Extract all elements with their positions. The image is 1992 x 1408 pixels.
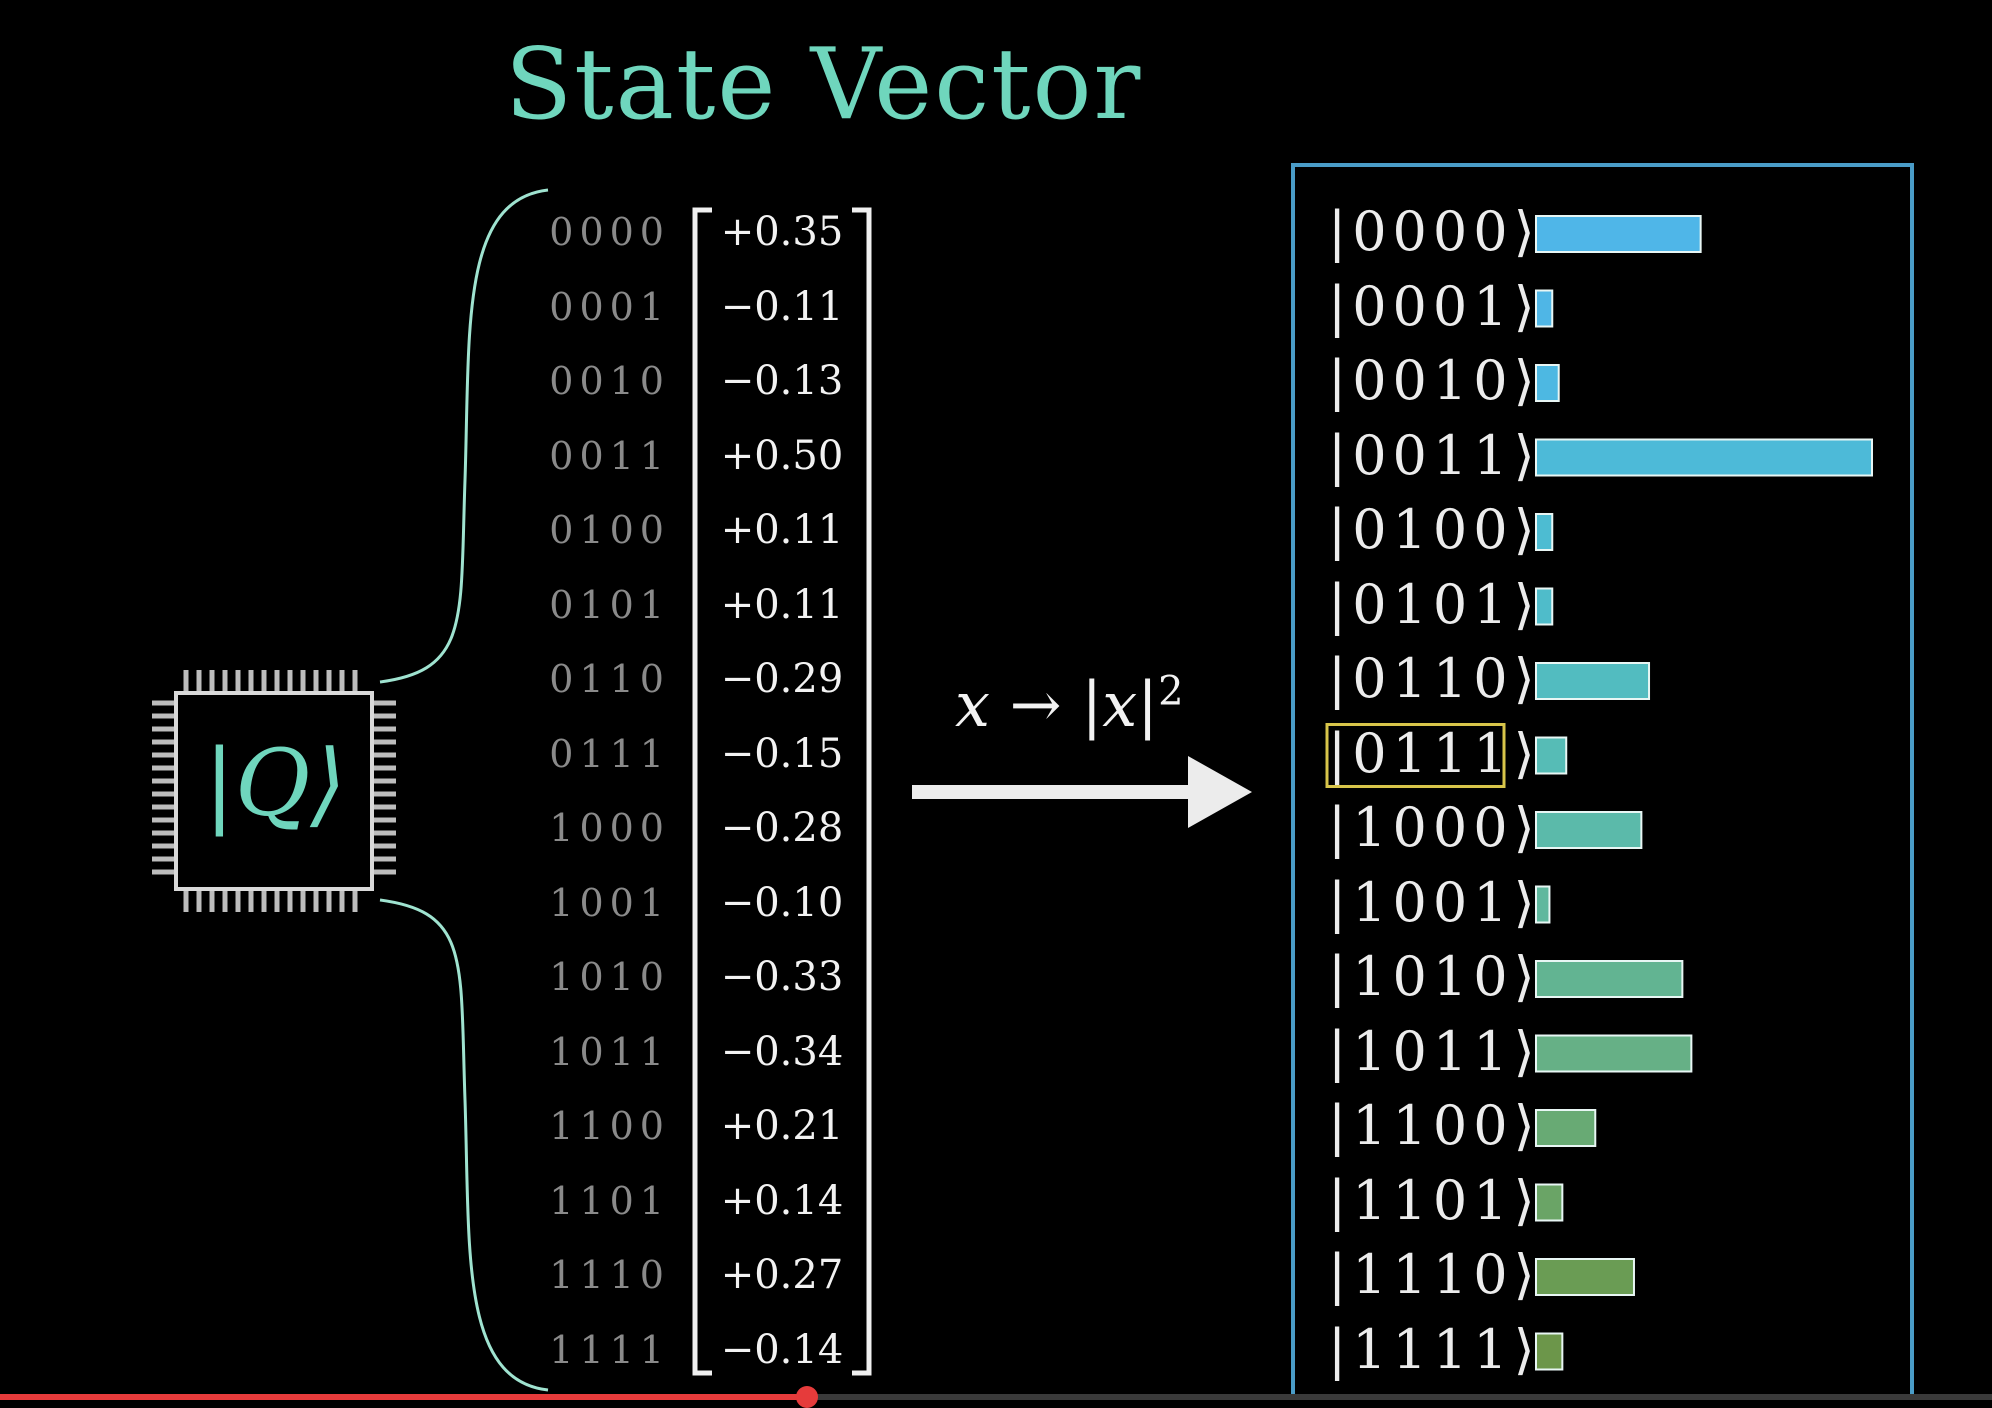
formula-exponent: 2	[1158, 668, 1184, 715]
basis-bits-label: 1011	[549, 1029, 670, 1074]
ket-label: |1100⟩	[1328, 1094, 1541, 1157]
ket-label: |1110⟩	[1328, 1243, 1541, 1306]
amplitude-value: −0.33	[720, 954, 844, 1000]
amplitude-value: −0.11	[720, 283, 844, 330]
probability-bar	[1535, 364, 1560, 402]
probability-bar	[1535, 1034, 1693, 1073]
probability-bar	[1535, 1332, 1564, 1371]
basis-bits-label: 0010	[549, 359, 670, 403]
probability-bar	[1535, 587, 1554, 626]
basis-bits-label: 0011	[549, 433, 670, 478]
ket-label: |0110⟩	[1328, 647, 1541, 710]
amplitude-value: −0.13	[720, 358, 844, 404]
basis-bits-label: 1010	[549, 955, 670, 999]
basis-bits-label: 0001	[549, 284, 670, 329]
amplitude-value: +0.14	[720, 1177, 844, 1224]
video-scrubber-handle[interactable]	[795, 1386, 818, 1408]
probability-bar	[1535, 662, 1651, 700]
amplitude-value: −0.29	[720, 656, 844, 702]
amplitude-value: +0.11	[720, 507, 844, 553]
basis-bits-label: 0000	[549, 210, 670, 254]
probability-bar	[1535, 438, 1873, 477]
probability-bar	[1535, 885, 1551, 924]
quantum-chip-icon	[152, 670, 396, 912]
ket-label: |0100⟩	[1328, 498, 1541, 561]
highlight-box	[1325, 723, 1506, 788]
basis-bits-label: 0110	[549, 657, 670, 701]
amplitude-value: −0.34	[720, 1028, 844, 1075]
basis-bits-label: 1111	[549, 1327, 670, 1372]
ket-label: |0000⟩	[1328, 200, 1541, 263]
formula-main: x → |x|	[955, 668, 1159, 741]
amplitude-value: −0.14	[720, 1326, 844, 1373]
amplitude-value: −0.28	[720, 805, 844, 851]
ket-label: |0011⟩	[1328, 423, 1541, 487]
ket-label: |1010⟩	[1328, 945, 1541, 1008]
basis-bits-label: 0100	[549, 508, 670, 552]
transform-formula: x → |x|2	[955, 668, 1184, 741]
basis-bits-label: 0111	[549, 731, 670, 776]
amplitude-value: −0.10	[720, 879, 844, 926]
amplitude-value: −0.15	[720, 730, 844, 777]
page-title: State Vector	[505, 28, 1143, 142]
video-progress-bar[interactable]	[0, 1386, 1992, 1408]
amplitude-value: +0.11	[720, 581, 844, 628]
video-progress-fill	[0, 1394, 807, 1400]
ket-label: |1011⟩	[1328, 1019, 1541, 1083]
basis-bits-label: 0101	[549, 582, 670, 627]
probability-bar	[1535, 960, 1684, 998]
probability-bar	[1535, 215, 1702, 253]
probability-bar	[1535, 513, 1554, 551]
probability-bar	[1535, 811, 1643, 849]
amplitude-value: +0.27	[720, 1252, 844, 1298]
basis-bits-label: 1000	[549, 806, 670, 850]
basis-bits-label: 1110	[549, 1253, 670, 1297]
probability-bar	[1535, 736, 1568, 775]
curly-brace	[379, 188, 549, 684]
curly-brace-lower	[379, 898, 549, 1392]
basis-bits-label: 1100	[549, 1104, 670, 1148]
probability-bar	[1535, 289, 1554, 328]
matrix-left-bracket	[692, 207, 712, 1376]
amplitude-value: +0.50	[720, 432, 844, 479]
probability-panel	[1291, 163, 1914, 1400]
ket-label: |1101⟩	[1328, 1168, 1541, 1232]
ket-label: |1000⟩	[1328, 796, 1541, 859]
basis-bits-label: 1001	[549, 880, 670, 925]
ket-label: |0010⟩	[1328, 349, 1541, 412]
chip-label: |Q⟩	[203, 730, 347, 837]
probability-bar	[1535, 1258, 1635, 1296]
ket-label: |1111⟩	[1328, 1317, 1541, 1381]
probability-bar	[1535, 1109, 1597, 1147]
ket-label: |0001⟩	[1328, 274, 1541, 338]
basis-bits-label: 1101	[549, 1178, 670, 1223]
probability-bar	[1535, 1183, 1564, 1222]
ket-label: |0111⟩	[1328, 721, 1541, 785]
matrix-right-bracket	[852, 207, 872, 1376]
amplitude-value: +0.35	[720, 209, 844, 255]
ket-label: |0101⟩	[1328, 572, 1541, 636]
amplitude-value: +0.21	[720, 1103, 844, 1149]
ket-label: |1001⟩	[1328, 870, 1541, 934]
transform-arrow	[912, 756, 1252, 828]
